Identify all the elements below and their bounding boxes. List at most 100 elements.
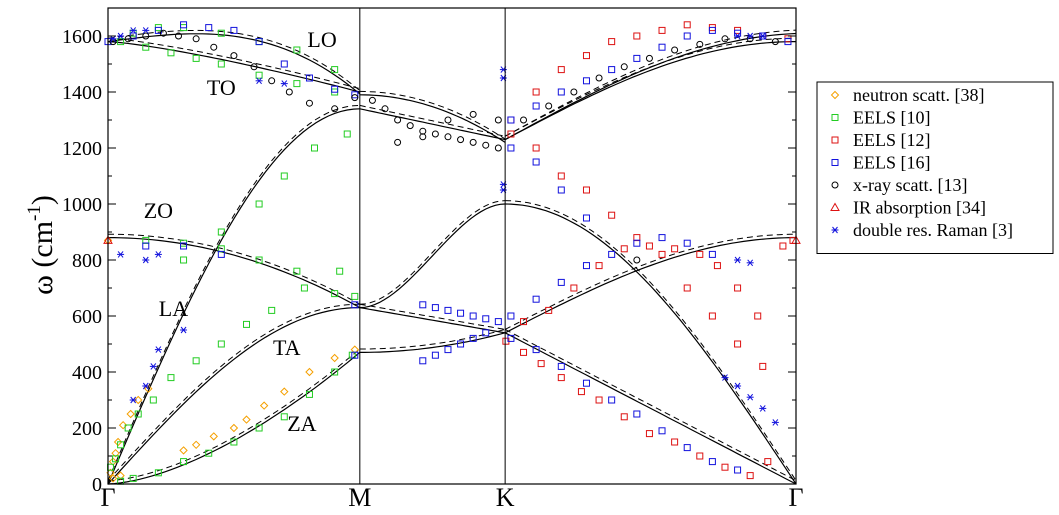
- data-point: [255, 424, 263, 432]
- dispersion-curve-dashed: [504, 328, 797, 482]
- data-point: [633, 410, 641, 418]
- data-point: [255, 200, 263, 208]
- data-point: [582, 262, 590, 270]
- data-point: [142, 242, 150, 250]
- data-point: [608, 250, 616, 258]
- data-point: [494, 144, 502, 152]
- data-point: [159, 29, 167, 37]
- data-point: [764, 458, 772, 466]
- star-stroke: [722, 374, 728, 381]
- dispersion-curve-dashed: [359, 90, 506, 140]
- dispersion-curve: [504, 332, 797, 485]
- data-point: [759, 362, 767, 370]
- data-point: [746, 472, 754, 480]
- data-point: [831, 181, 839, 189]
- data-point: [721, 374, 729, 381]
- dispersion-curve-dashed: [107, 37, 360, 90]
- data-point: [112, 455, 120, 463]
- dispersion-curve-dashed: [107, 233, 361, 305]
- data-point: [734, 466, 742, 474]
- data-point: [708, 458, 716, 466]
- data-point: [192, 54, 200, 62]
- legend-entry: EELS [10]: [853, 108, 930, 128]
- data-point: [469, 312, 477, 320]
- data-point: [394, 116, 402, 124]
- data-point: [658, 43, 666, 51]
- star-stroke: [110, 35, 116, 43]
- data-point: [771, 419, 779, 426]
- data-point: [557, 278, 565, 286]
- dispersion-curve: [359, 332, 506, 353]
- data-point: [557, 186, 565, 194]
- data-point: [734, 284, 742, 292]
- dispersion-curve: [107, 351, 361, 485]
- data-point: [242, 415, 251, 424]
- star-stroke: [117, 32, 124, 40]
- data-point: [696, 452, 704, 460]
- dispersion-curve-dashed: [504, 233, 797, 330]
- data-point: [532, 295, 540, 303]
- star-stroke: [832, 226, 838, 234]
- star-stroke: [142, 256, 149, 264]
- x-tick-label: K: [496, 483, 515, 512]
- y-tick-label: 1400: [62, 82, 102, 104]
- dispersion-curve-dashed: [107, 29, 361, 91]
- data-point: [658, 26, 666, 34]
- data-point: [708, 312, 716, 320]
- data-point: [180, 458, 188, 466]
- data-point: [394, 138, 402, 146]
- x-tick-label: Γ: [100, 483, 115, 512]
- dispersion-curve-dashed: [359, 303, 506, 330]
- data-point: [280, 80, 288, 87]
- data-point: [217, 250, 225, 258]
- data-point: [520, 318, 528, 326]
- y-tick-label: 400: [72, 362, 102, 384]
- data-point: [293, 267, 301, 275]
- branch-label: ZO: [144, 198, 173, 223]
- data-point: [142, 256, 150, 264]
- dispersion-curve: [504, 41, 796, 141]
- data-point: [520, 348, 528, 356]
- data-point: [117, 251, 125, 258]
- data-point: [191, 440, 201, 450]
- data-point: [144, 384, 153, 394]
- star-stroke: [734, 32, 741, 40]
- star-stroke: [130, 396, 137, 404]
- dispersion-curve: [107, 41, 360, 93]
- data-point: [381, 105, 389, 113]
- data-point: [117, 32, 125, 40]
- data-point: [351, 301, 359, 309]
- data-point: [351, 292, 359, 300]
- star-stroke: [117, 251, 124, 258]
- data-point: [419, 301, 427, 309]
- data-point: [532, 158, 540, 166]
- data-point: [431, 304, 439, 312]
- data-point: [557, 172, 565, 180]
- data-point: [557, 362, 565, 370]
- data-point: [784, 38, 792, 46]
- data-point: [620, 245, 628, 253]
- data-point: [154, 469, 162, 477]
- data-point: [831, 226, 839, 234]
- data-point: [582, 214, 590, 222]
- dispersion-curve: [107, 307, 360, 485]
- data-point: [431, 130, 439, 138]
- branch-label: TA: [273, 335, 301, 360]
- data-point: [537, 360, 545, 368]
- data-point: [217, 60, 225, 68]
- data-point: [250, 63, 258, 71]
- data-point: [255, 38, 263, 46]
- data-point: [683, 444, 691, 452]
- data-point: [116, 471, 125, 480]
- data-point: [444, 306, 452, 314]
- data-point: [582, 77, 590, 85]
- data-point: [671, 46, 679, 54]
- data-point: [305, 367, 314, 377]
- data-point: [683, 21, 691, 29]
- data-point: [255, 256, 263, 264]
- data-point: [126, 409, 135, 419]
- star-stroke: [130, 27, 137, 34]
- data-point: [570, 284, 578, 292]
- data-point: [608, 211, 616, 219]
- data-point: [570, 88, 578, 96]
